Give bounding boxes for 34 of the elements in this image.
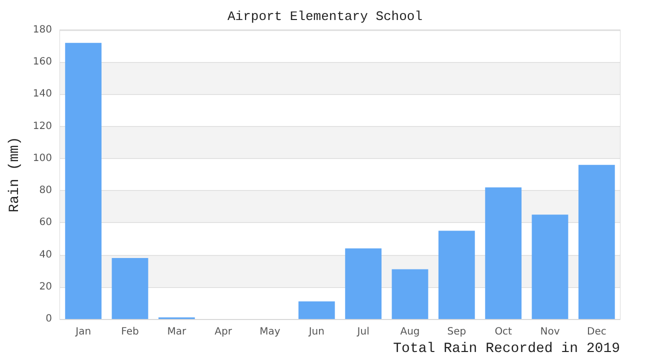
x-tick-label: Feb xyxy=(121,326,139,338)
x-tick-label: Oct xyxy=(494,326,512,338)
bar xyxy=(65,42,102,319)
chart-title: Airport Elementary School xyxy=(227,9,423,24)
y-tick-label: 120 xyxy=(32,120,52,132)
x-axis-title: Total Rain Recorded in 2019 xyxy=(393,341,620,357)
y-tick-label: 180 xyxy=(32,24,52,36)
x-tick-label: Jul xyxy=(356,326,370,338)
y-tick-label: 60 xyxy=(39,217,52,228)
bar xyxy=(345,248,382,319)
bar xyxy=(438,230,475,319)
x-tick-label: Apr xyxy=(214,326,233,338)
x-tick-label: Jan xyxy=(74,326,92,338)
bar xyxy=(485,187,522,319)
x-tick-label: Dec xyxy=(586,326,606,338)
y-tick-label: 160 xyxy=(32,56,52,68)
y-tick-label: 80 xyxy=(39,185,52,196)
x-tick-label: Jun xyxy=(308,326,324,338)
y-tick-label: 20 xyxy=(39,281,52,292)
y-tick-label: 100 xyxy=(32,152,52,164)
bar xyxy=(578,164,615,319)
bar xyxy=(392,269,428,319)
bar xyxy=(532,214,568,319)
x-tick-label: Sep xyxy=(447,326,466,338)
y-axis-title: Rain (mm) xyxy=(7,136,23,212)
x-tick-label: Nov xyxy=(540,326,560,338)
y-tick-label: 40 xyxy=(39,249,52,260)
bar xyxy=(298,301,335,319)
x-tick-label: May xyxy=(260,326,280,338)
x-tick-label: Aug xyxy=(400,326,420,338)
bar xyxy=(112,258,148,319)
y-tick-label: 0 xyxy=(46,314,52,324)
x-tick-label: Mar xyxy=(167,326,187,338)
y-tick-label: 140 xyxy=(32,88,52,100)
